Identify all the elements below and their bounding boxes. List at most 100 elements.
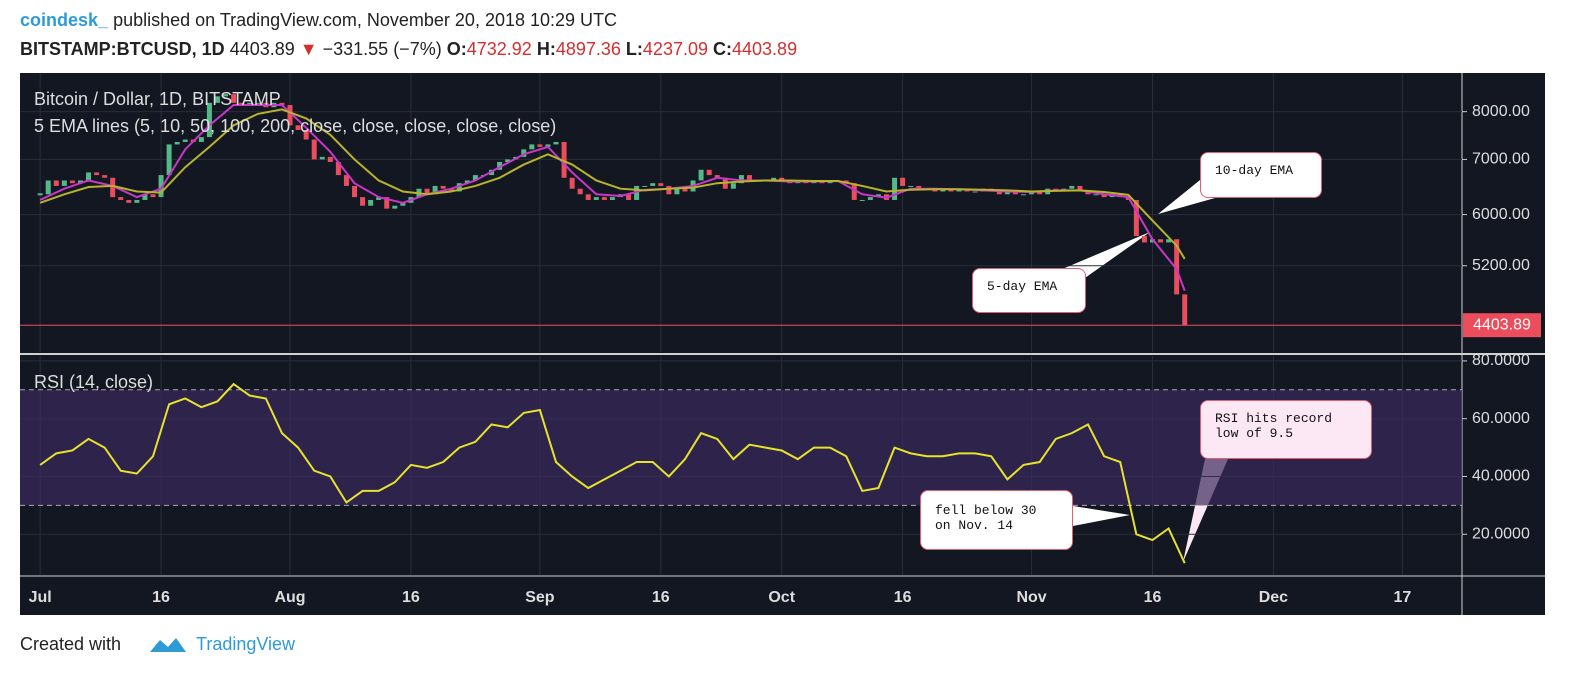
candle <box>867 197 873 200</box>
candle <box>650 183 656 186</box>
candle <box>1004 191 1010 195</box>
pane-title: Bitcoin / Dollar, 1D, BITSTAMP <box>34 89 281 109</box>
candle <box>545 144 551 147</box>
y-tick-label: 20.0000 <box>1472 525 1530 542</box>
pane-subtitle: 5 EMA lines (5, 10, 50, 100, 200, close,… <box>34 116 556 136</box>
candle <box>593 197 599 200</box>
author[interactable]: coindesk_ <box>20 10 109 30</box>
candle <box>158 175 164 198</box>
candle <box>779 177 785 181</box>
candle <box>1012 191 1018 195</box>
candle <box>223 94 229 97</box>
candle <box>198 137 204 142</box>
candle <box>569 177 575 189</box>
candle <box>231 94 237 103</box>
x-tick-label: 16 <box>402 589 420 606</box>
candle <box>1158 239 1164 243</box>
y-tick-label: 5200.00 <box>1472 257 1530 274</box>
candle <box>53 180 59 186</box>
candle <box>1149 239 1155 243</box>
candle <box>1069 185 1075 189</box>
candle <box>118 197 124 200</box>
candle <box>45 180 51 195</box>
y-tick-label: 40.0000 <box>1472 468 1530 485</box>
candle <box>1174 239 1180 295</box>
candle <box>746 175 752 181</box>
candle <box>376 197 382 200</box>
candle <box>1133 199 1139 237</box>
candle <box>126 199 132 203</box>
candle <box>706 169 712 176</box>
candle <box>666 185 672 195</box>
candle <box>851 183 857 200</box>
symbol-line: BITSTAMP:BTCUSD, 1D 4403.89 ▼ −331.55 (−… <box>20 39 797 60</box>
callout: RSI hits record low of 9.5 <box>1200 400 1372 459</box>
candle <box>1093 194 1099 196</box>
candle <box>214 96 220 103</box>
candle <box>279 102 285 106</box>
callout: fell below 30 on Nov. 14 <box>920 490 1073 550</box>
candle <box>1166 239 1172 243</box>
candle <box>295 125 301 131</box>
candle <box>658 183 664 186</box>
candle <box>601 197 607 200</box>
candle <box>972 191 978 193</box>
candle <box>352 185 358 198</box>
x-tick-label: Dec <box>1259 589 1288 606</box>
callout-tail <box>1073 506 1130 526</box>
callout: 10-day EMA <box>1200 152 1322 198</box>
candle <box>1085 191 1091 195</box>
candle <box>521 149 527 157</box>
ema-line <box>39 104 1186 292</box>
candle <box>674 188 680 195</box>
candle <box>472 175 478 181</box>
candle <box>311 139 317 160</box>
x-tick-label: 17 <box>1393 589 1411 606</box>
candle <box>730 183 736 189</box>
last: 4403.89 <box>229 39 295 59</box>
y-tick-label: 6000.00 <box>1472 206 1530 223</box>
candle <box>94 172 100 176</box>
candle <box>464 180 470 184</box>
y-tick-label: 7000.00 <box>1472 151 1530 168</box>
y-tick-label: 8000.00 <box>1472 103 1530 120</box>
candle <box>448 188 454 192</box>
candle <box>1077 185 1083 192</box>
candle <box>1037 191 1043 195</box>
ohlc-label: C: <box>713 39 733 59</box>
ohlc-value: 4897.36 <box>555 39 621 59</box>
candle <box>360 197 366 206</box>
candle <box>908 185 914 187</box>
candle <box>102 175 108 178</box>
candle <box>609 197 615 200</box>
candle <box>150 194 156 198</box>
x-tick-label: Jul <box>29 589 52 606</box>
candle <box>368 199 374 206</box>
x-tick-label: Nov <box>1016 589 1046 606</box>
candle <box>505 159 511 162</box>
last-price-box <box>1463 313 1541 338</box>
candle <box>37 193 43 196</box>
candle <box>916 185 922 189</box>
candle <box>319 156 325 160</box>
candle <box>456 183 462 192</box>
ohlc-label: L: <box>625 39 643 59</box>
candle <box>585 194 591 200</box>
candle <box>86 172 92 181</box>
candle <box>561 141 567 178</box>
candle <box>61 180 67 186</box>
x-tick-label: 16 <box>652 589 670 606</box>
candle <box>714 175 720 178</box>
candle <box>1182 294 1188 326</box>
footer-text: Created with <box>20 634 121 654</box>
candle <box>497 161 503 170</box>
candle <box>432 185 438 195</box>
pane-title: RSI (14, close) <box>34 372 153 392</box>
candle <box>1141 236 1147 243</box>
footer-brand[interactable]: TradingView <box>196 634 296 654</box>
ohlc-value: 4732.92 <box>466 39 532 59</box>
candle <box>247 102 253 106</box>
x-tick-label: 16 <box>1144 589 1162 606</box>
symbol: BITSTAMP:BTCUSD, 1D <box>20 39 225 59</box>
